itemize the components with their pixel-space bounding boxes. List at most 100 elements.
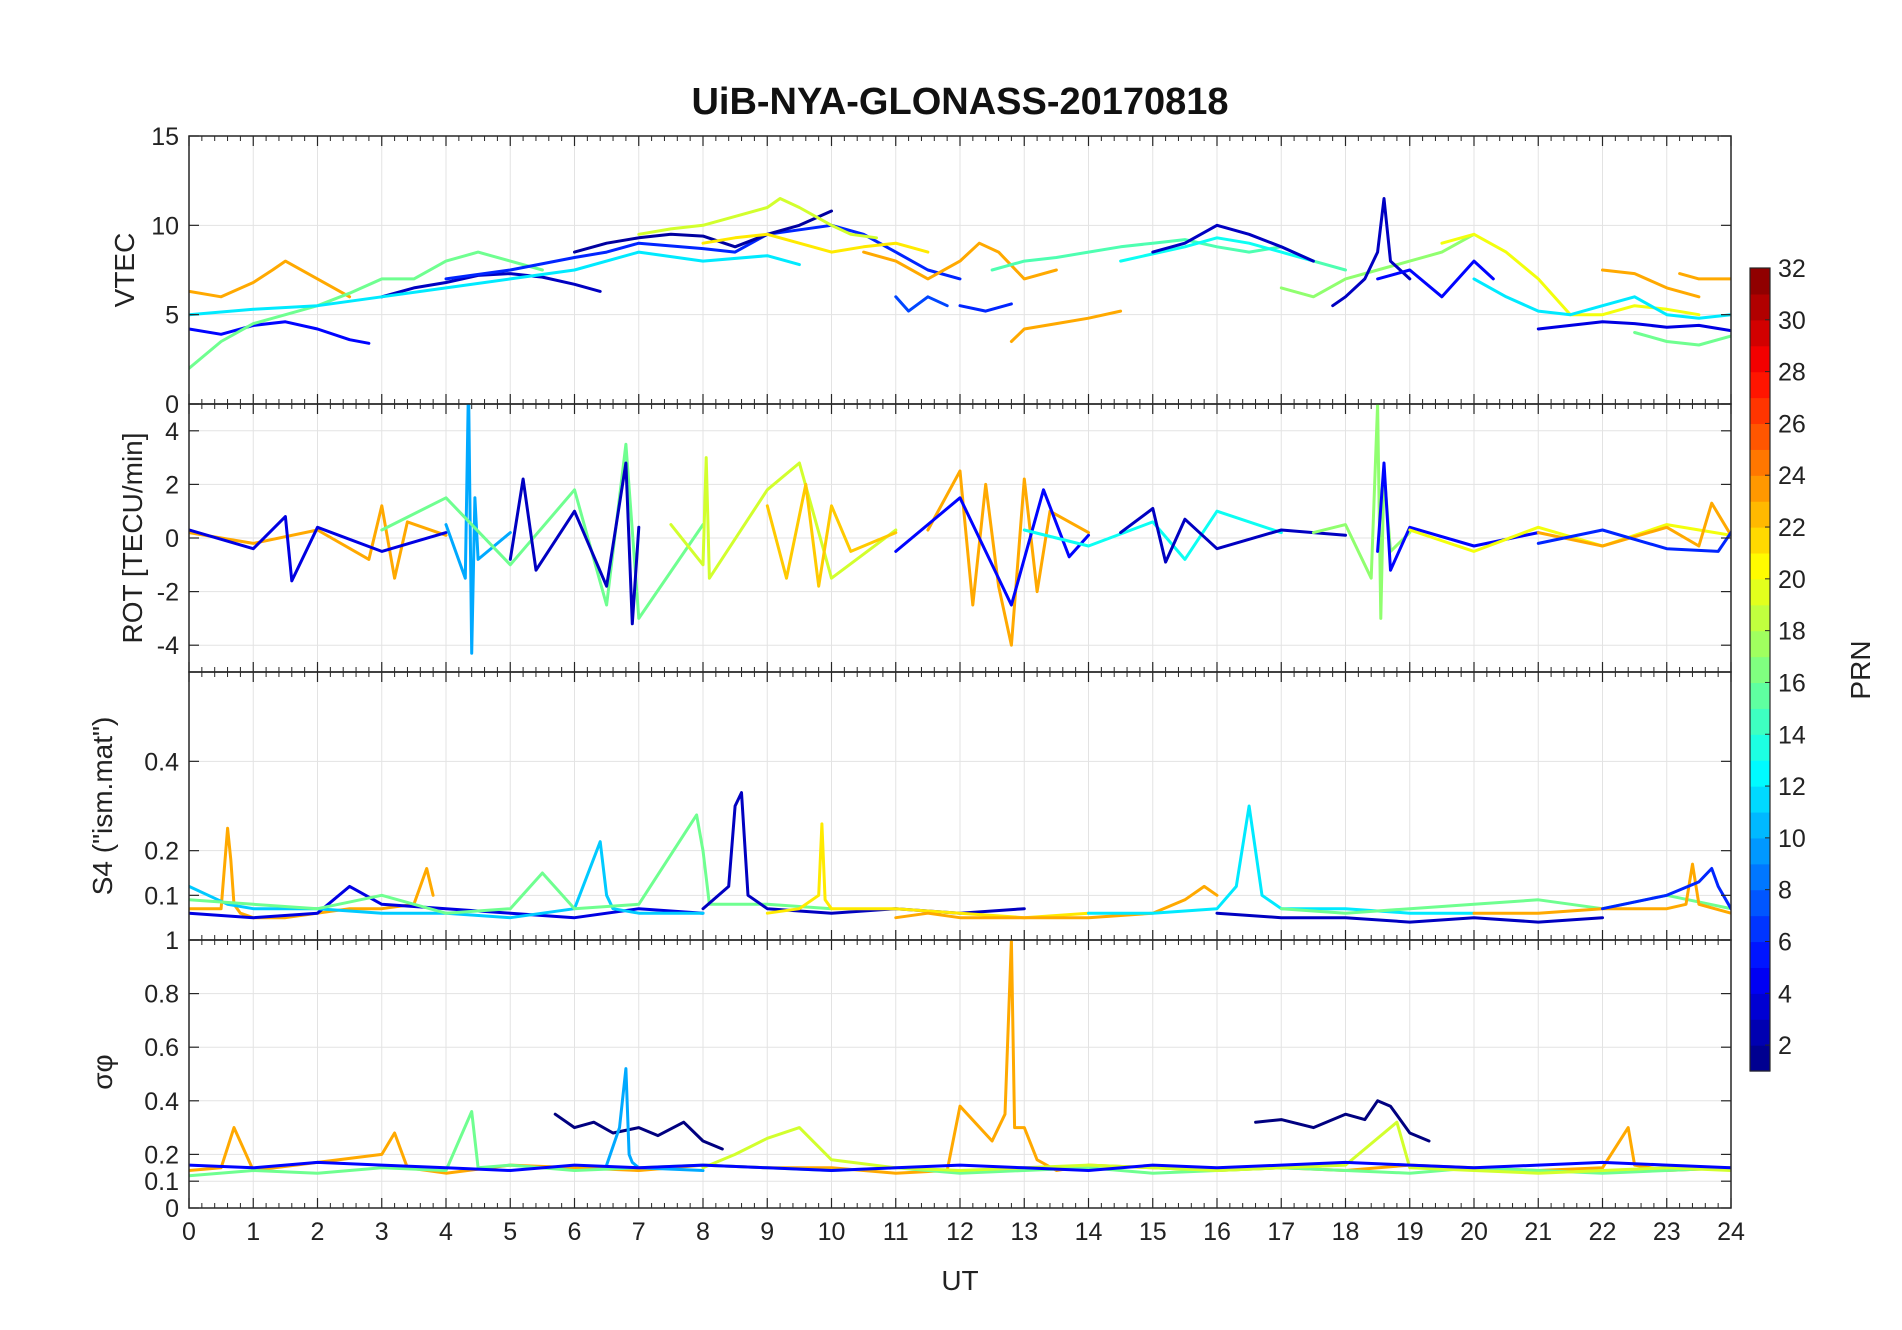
vtec-series-line-2 bbox=[380, 272, 602, 299]
vtec-series-line-5 bbox=[444, 223, 962, 281]
vtec-series-line-8 bbox=[701, 232, 930, 254]
colorbar-band bbox=[1750, 475, 1770, 502]
colorbar-tick-label: 8 bbox=[1778, 877, 1792, 905]
rot-y-tick-label: 0 bbox=[165, 525, 179, 553]
colorbar-label: PRN bbox=[1845, 640, 1876, 699]
colorbar-band bbox=[1750, 604, 1770, 632]
vtec-series-line-3 bbox=[189, 250, 544, 370]
vtec-series-line-18 bbox=[1376, 259, 1495, 299]
colorbar-band bbox=[1750, 837, 1770, 865]
x-tick-label: 15 bbox=[1139, 1218, 1167, 1246]
s4-series-line-6 bbox=[894, 884, 1219, 920]
rot-series-line-4 bbox=[508, 461, 641, 626]
rot-y-ticks: -4 -2 0 2 4 bbox=[157, 418, 1731, 660]
vtec-series-line-6 bbox=[573, 209, 833, 254]
colorbar-band bbox=[1750, 941, 1770, 968]
colorbar-tick-label: 20 bbox=[1778, 566, 1806, 594]
panel-sigma: 00.10.2 0.4 0.6 0.8 1 σφ bbox=[87, 927, 1732, 1223]
sigma-ylabel: σφ bbox=[87, 1054, 118, 1089]
colorbar-band bbox=[1750, 993, 1770, 1020]
x-tick-label: 21 bbox=[1524, 1218, 1552, 1246]
x-tick-label: 23 bbox=[1653, 1218, 1681, 1246]
rot-series-line-11 bbox=[1311, 404, 1412, 620]
colorbar-band bbox=[1750, 708, 1770, 735]
vtec-series-line-9 bbox=[862, 241, 1058, 281]
x-tick-label: 8 bbox=[696, 1218, 710, 1246]
s4-ylabel: S4 ("ism.mat") bbox=[87, 717, 118, 896]
x-tick-label: 13 bbox=[1010, 1218, 1038, 1246]
colorbar-band bbox=[1750, 397, 1770, 425]
rot-series-line-12 bbox=[1376, 461, 1540, 572]
x-tick-label: 2 bbox=[311, 1218, 325, 1246]
vtec-y-tick-label: 0 bbox=[165, 391, 179, 419]
vtec-series-line-0 bbox=[189, 259, 352, 299]
rot-series bbox=[189, 404, 1731, 655]
colorbar-tick-label: 24 bbox=[1778, 462, 1806, 490]
colorbar-band bbox=[1750, 1045, 1770, 1072]
s4-y-ticks: 0.1 0.2 0.4 bbox=[144, 748, 1731, 910]
colorbar-band bbox=[1750, 449, 1770, 476]
colorbar-band bbox=[1750, 319, 1770, 347]
colorbar-tick-label: 32 bbox=[1778, 255, 1806, 283]
x-tick-label: 18 bbox=[1332, 1218, 1360, 1246]
rot-y-tick-label: -4 bbox=[157, 632, 179, 660]
colorbar-tick-label: 4 bbox=[1778, 980, 1792, 1008]
rot-series-line-2 bbox=[444, 404, 512, 655]
colorbar-tick-label: 10 bbox=[1778, 825, 1806, 853]
s4-series-line-1 bbox=[189, 884, 705, 920]
sigma-y-tick-label: 0 bbox=[165, 1195, 179, 1223]
colorbar-band bbox=[1750, 811, 1770, 839]
x-tick-label: 19 bbox=[1396, 1218, 1424, 1246]
rot-series-line-1 bbox=[189, 515, 448, 583]
vtec-series-line-4 bbox=[189, 250, 801, 317]
sigma-y-tick-label: 0.1 bbox=[144, 1168, 179, 1196]
rot-y-tick-label: 4 bbox=[165, 418, 179, 446]
rot-series-line-6 bbox=[765, 482, 898, 588]
colorbar-band bbox=[1750, 889, 1770, 917]
sigma-series bbox=[189, 940, 1731, 1178]
vtec-series-line-24 bbox=[1678, 272, 1731, 281]
s4-y-tick-label: 0.4 bbox=[144, 748, 179, 776]
colorbar-tick-label: 22 bbox=[1778, 514, 1806, 542]
sigma-y-tick-label: 0.4 bbox=[144, 1088, 179, 1116]
sigma-y-tick-label: 0.8 bbox=[144, 981, 179, 1009]
colorbar-band bbox=[1750, 345, 1770, 373]
vtec-y-tick-label: 15 bbox=[151, 123, 179, 151]
x-tick-label: 17 bbox=[1267, 1218, 1295, 1246]
sigma-series-line-1 bbox=[553, 1112, 724, 1151]
s4-series bbox=[189, 791, 1731, 924]
vtec-series-line-21 bbox=[1536, 320, 1731, 333]
colorbar-frame bbox=[1749, 267, 1771, 1072]
vtec-series-line-15 bbox=[1151, 223, 1315, 263]
colorbar-tick-label: 26 bbox=[1778, 410, 1806, 438]
rot-series-line-7 bbox=[926, 469, 1090, 647]
colorbar-tick-label: 28 bbox=[1778, 359, 1806, 387]
sigma-series-line-6 bbox=[189, 1160, 1731, 1172]
colorbar-band bbox=[1750, 527, 1770, 554]
panel-rot: -4 -2 0 2 4 ROT [TECU/min] bbox=[117, 403, 1732, 673]
colorbar-band bbox=[1750, 967, 1770, 994]
x-tick-label: 24 bbox=[1717, 1218, 1745, 1246]
colorbar-tick-label: 30 bbox=[1778, 307, 1806, 335]
vtec-series-line-12 bbox=[958, 302, 1013, 313]
panel-s4: 0.1 0.2 0.4 S4 ("ism.mat") bbox=[87, 671, 1732, 941]
sigma-y-tick-label: 0.6 bbox=[144, 1034, 179, 1062]
colorbar-tick-label: 16 bbox=[1778, 669, 1806, 697]
x-axis-label: UT bbox=[941, 1265, 978, 1296]
x-tick-label: 16 bbox=[1203, 1218, 1231, 1246]
colorbar-band bbox=[1750, 786, 1770, 813]
vtec-series-line-10 bbox=[1009, 309, 1123, 343]
sigma-y-tick-label: 1 bbox=[165, 927, 179, 955]
vtec-series-line-11 bbox=[894, 295, 949, 313]
colorbar-tick-label: 2 bbox=[1778, 1032, 1792, 1060]
rot-y-tick-label: -2 bbox=[157, 579, 179, 607]
s4-series-line-9 bbox=[1279, 893, 1731, 915]
x-tick-label: 20 bbox=[1460, 1218, 1488, 1246]
vtec-ylabel: VTEC bbox=[109, 233, 140, 308]
sigma-y-tick-label: 0.2 bbox=[144, 1141, 179, 1169]
x-tick-label: 7 bbox=[632, 1218, 646, 1246]
s4-y-tick-label: 0.2 bbox=[144, 838, 179, 866]
vtec-series-line-23 bbox=[1601, 268, 1701, 299]
rot-y-tick-label: 2 bbox=[165, 471, 179, 499]
